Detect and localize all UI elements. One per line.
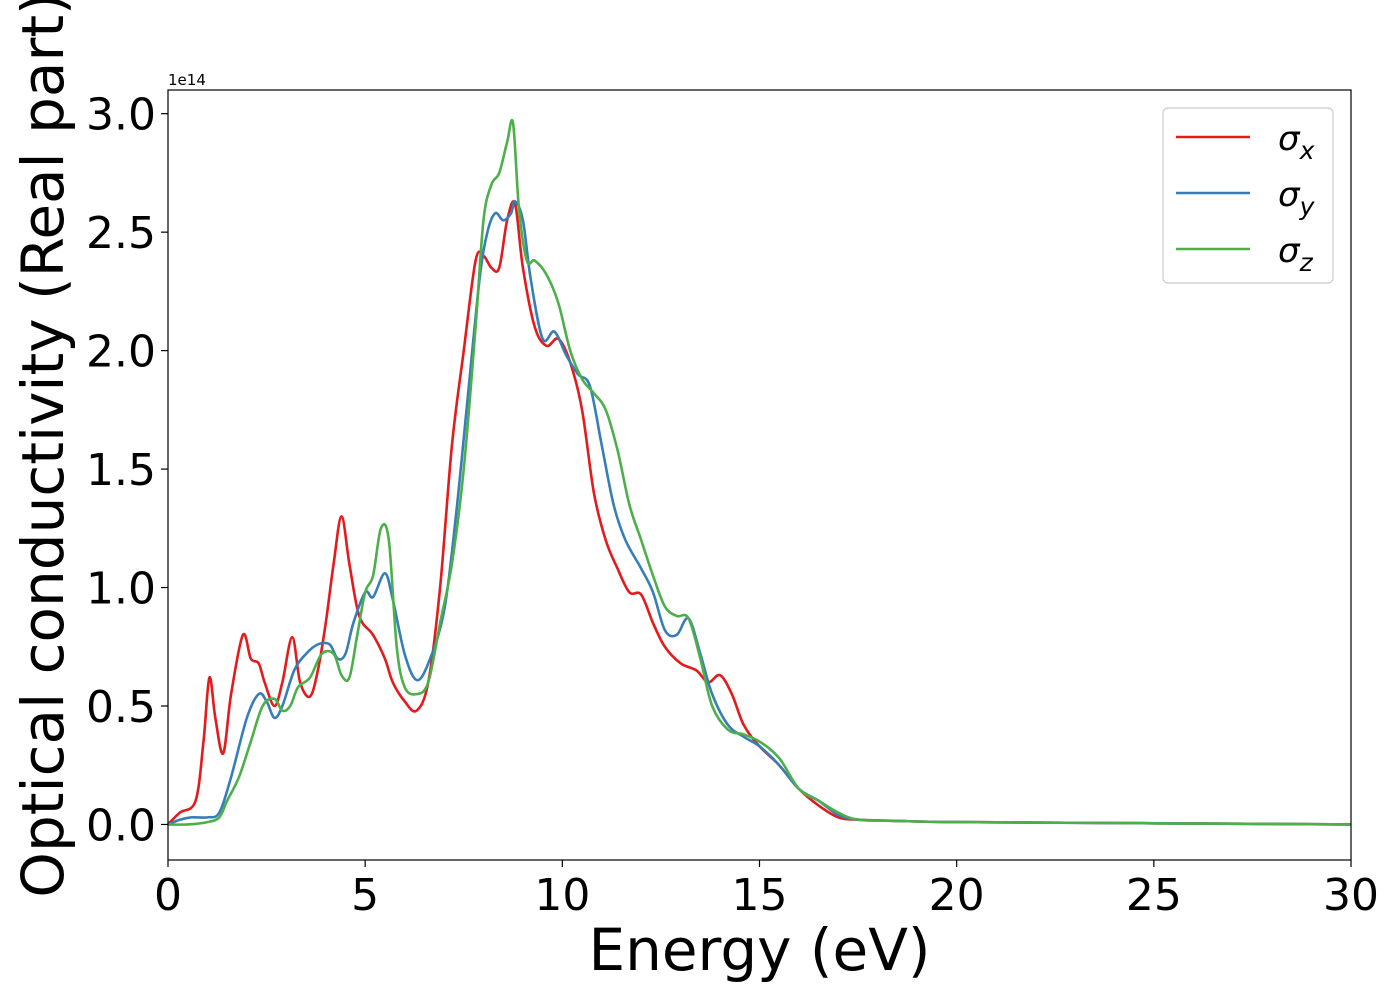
y-axis-title: Optical conductivity (Real part) — [9, 0, 77, 898]
y-tick-label: 1.5 — [86, 445, 156, 496]
x-axis-title: Energy (eV) — [588, 916, 930, 984]
legend-label-x: σx — [1278, 119, 1315, 165]
x-tick-label: 0 — [154, 870, 182, 921]
y-offset-label: 1e14 — [168, 71, 206, 89]
series-line-z — [167, 118, 1352, 826]
legend: σx σy σz — [1162, 107, 1334, 284]
y-tick-label: 0.5 — [86, 682, 156, 733]
x-tick-label: 25 — [1126, 870, 1182, 921]
series-line-x — [167, 200, 1352, 826]
x-tick-label: 30 — [1323, 870, 1379, 921]
plot-area — [167, 118, 1352, 826]
x-tick-label: 15 — [732, 870, 788, 921]
y-tick-label: 1.0 — [86, 564, 156, 615]
y-tick-label: 3.0 — [86, 90, 156, 141]
y-tick-label: 0.0 — [86, 800, 156, 851]
x-tick-label: 10 — [534, 870, 590, 921]
x-axis: 0 5 10 15 20 25 30 — [154, 860, 1379, 921]
x-tick-label: 20 — [929, 870, 985, 921]
legend-label-y: σy — [1278, 175, 1316, 221]
y-axis: 0.0 0.5 1.0 1.5 2.0 2.5 3.0 — [86, 90, 168, 851]
y-tick-label: 2.0 — [86, 327, 156, 378]
legend-label-z: σz — [1278, 231, 1314, 277]
y-tick-label: 2.5 — [86, 208, 156, 259]
x-tick-label: 5 — [351, 870, 379, 921]
legend-box — [1162, 107, 1334, 284]
series-line-y — [167, 200, 1352, 826]
